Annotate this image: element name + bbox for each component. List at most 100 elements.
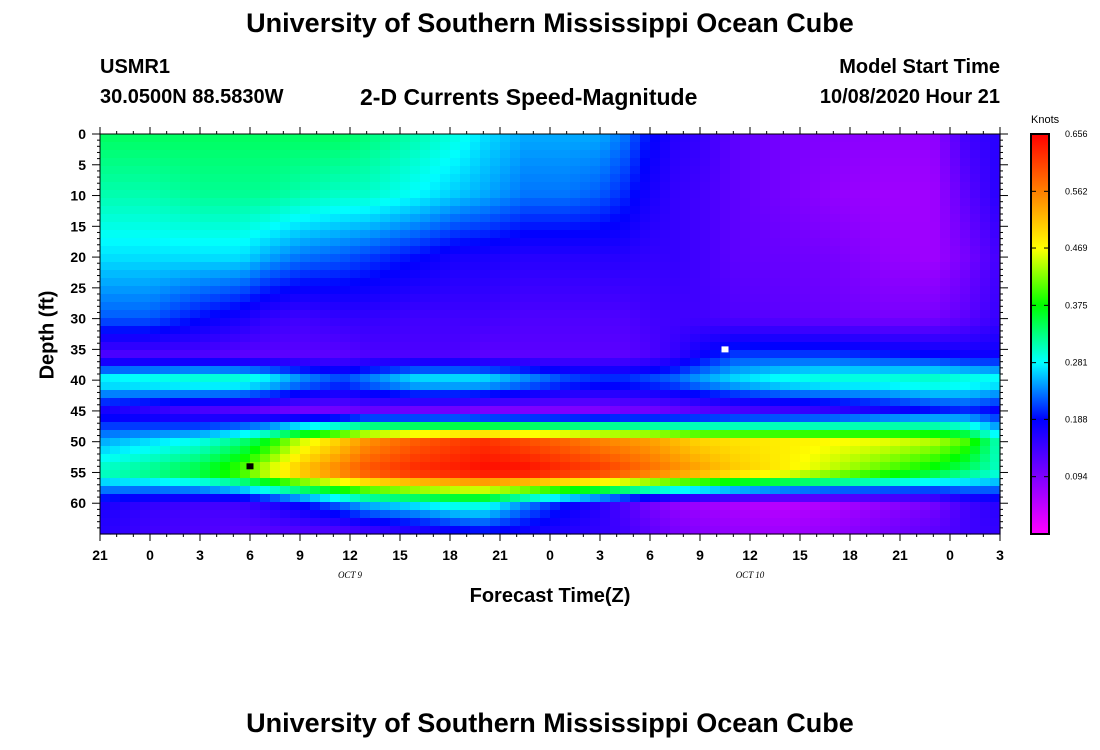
heatmap-cell	[570, 302, 581, 311]
heatmap-cell	[260, 230, 271, 239]
heatmap-cell	[860, 454, 871, 463]
heatmap-cell	[810, 294, 821, 303]
heatmap-cell	[630, 190, 641, 199]
heatmap-cell	[230, 142, 241, 151]
heatmap-cell	[290, 206, 301, 215]
heatmap-cell	[970, 318, 981, 327]
heatmap-cell	[930, 494, 941, 503]
heatmap-cell	[470, 142, 481, 151]
heatmap-cell	[690, 526, 701, 535]
heatmap-cell	[940, 358, 951, 367]
heatmap-cell	[590, 230, 601, 239]
heatmap-cell	[350, 278, 361, 287]
heatmap-cell	[100, 342, 111, 351]
heatmap-cell	[290, 502, 301, 511]
heatmap-cell	[380, 446, 391, 455]
heatmap-cell	[720, 198, 731, 207]
heatmap-cell	[780, 326, 791, 335]
heatmap-cell	[390, 294, 401, 303]
heatmap-cell	[560, 526, 571, 535]
heatmap-cell	[240, 390, 251, 399]
heatmap-cell	[940, 494, 951, 503]
heatmap-cell	[330, 198, 341, 207]
y-tick-label: 15	[70, 218, 86, 234]
heatmap-cell	[300, 486, 311, 495]
heatmap-cell	[370, 150, 381, 159]
heatmap-cell	[450, 134, 461, 143]
heatmap-cell	[720, 446, 731, 455]
heatmap-cell	[100, 446, 111, 455]
heatmap-cell	[450, 334, 461, 343]
heatmap-cell	[160, 470, 171, 479]
heatmap-cell	[880, 438, 891, 447]
heatmap-cell	[970, 398, 981, 407]
heatmap-cell	[210, 502, 221, 511]
heatmap-cell	[450, 494, 461, 503]
heatmap-cell	[670, 158, 681, 167]
heatmap-cell	[560, 286, 571, 295]
heatmap-cell	[970, 526, 981, 535]
heatmap-cell	[800, 134, 811, 143]
heatmap-cell	[610, 398, 621, 407]
heatmap-cell	[670, 270, 681, 279]
heatmap-cell	[460, 358, 471, 367]
heatmap-cell	[410, 174, 421, 183]
heatmap-cell	[110, 446, 121, 455]
heatmap-cell	[830, 414, 841, 423]
heatmap-cell	[850, 430, 861, 439]
heatmap-cell	[980, 150, 991, 159]
heatmap-cell	[550, 142, 561, 151]
heatmap-cell	[430, 198, 441, 207]
heatmap-cell	[790, 206, 801, 215]
heatmap-cell	[670, 494, 681, 503]
heatmap-cell	[540, 318, 551, 327]
heatmap-cell	[660, 518, 671, 527]
heatmap-cell	[330, 430, 341, 439]
heatmap-cell	[150, 398, 161, 407]
heatmap-cell	[270, 142, 281, 151]
heatmap-cell	[250, 230, 261, 239]
heatmap-cell	[590, 334, 601, 343]
heatmap-cell	[620, 254, 631, 263]
heatmap-cell	[420, 286, 431, 295]
heatmap-cell	[910, 334, 921, 343]
heatmap-cell	[170, 438, 181, 447]
heatmap-cell	[530, 454, 541, 463]
heatmap-cell	[610, 470, 621, 479]
heatmap-cell	[540, 470, 551, 479]
heatmap-cell	[940, 470, 951, 479]
heatmap-cell	[670, 414, 681, 423]
heatmap-cell	[280, 142, 291, 151]
heatmap-cell	[950, 334, 961, 343]
heatmap-cell	[760, 214, 771, 223]
heatmap-cell	[510, 518, 521, 527]
heatmap-cell	[570, 518, 581, 527]
heatmap-cell	[970, 238, 981, 247]
heatmap-cell	[140, 422, 151, 431]
heatmap-cell	[120, 302, 131, 311]
heatmap-cell	[770, 222, 781, 231]
heatmap-cell	[540, 430, 551, 439]
heatmap-cell	[230, 190, 241, 199]
heatmap-cell	[280, 174, 291, 183]
heatmap-cell	[920, 438, 931, 447]
heatmap-cell	[630, 270, 641, 279]
heatmap-cell	[210, 302, 221, 311]
heatmap-cell	[440, 470, 451, 479]
heatmap-cell	[600, 478, 611, 487]
heatmap-cell	[690, 302, 701, 311]
heatmap-cell	[940, 446, 951, 455]
heatmap-cell	[420, 518, 431, 527]
heatmap-cell	[730, 270, 741, 279]
heatmap-cell	[430, 326, 441, 335]
heatmap-cell	[810, 206, 821, 215]
heatmap-cell	[660, 270, 671, 279]
heatmap-cell	[250, 142, 261, 151]
heatmap-cell	[200, 462, 211, 471]
heatmap-cell	[240, 318, 251, 327]
heatmap-cell	[420, 214, 431, 223]
heatmap-cell	[330, 278, 341, 287]
heatmap-cell	[690, 182, 701, 191]
heatmap-cell	[740, 334, 751, 343]
heatmap-cell	[950, 350, 961, 359]
